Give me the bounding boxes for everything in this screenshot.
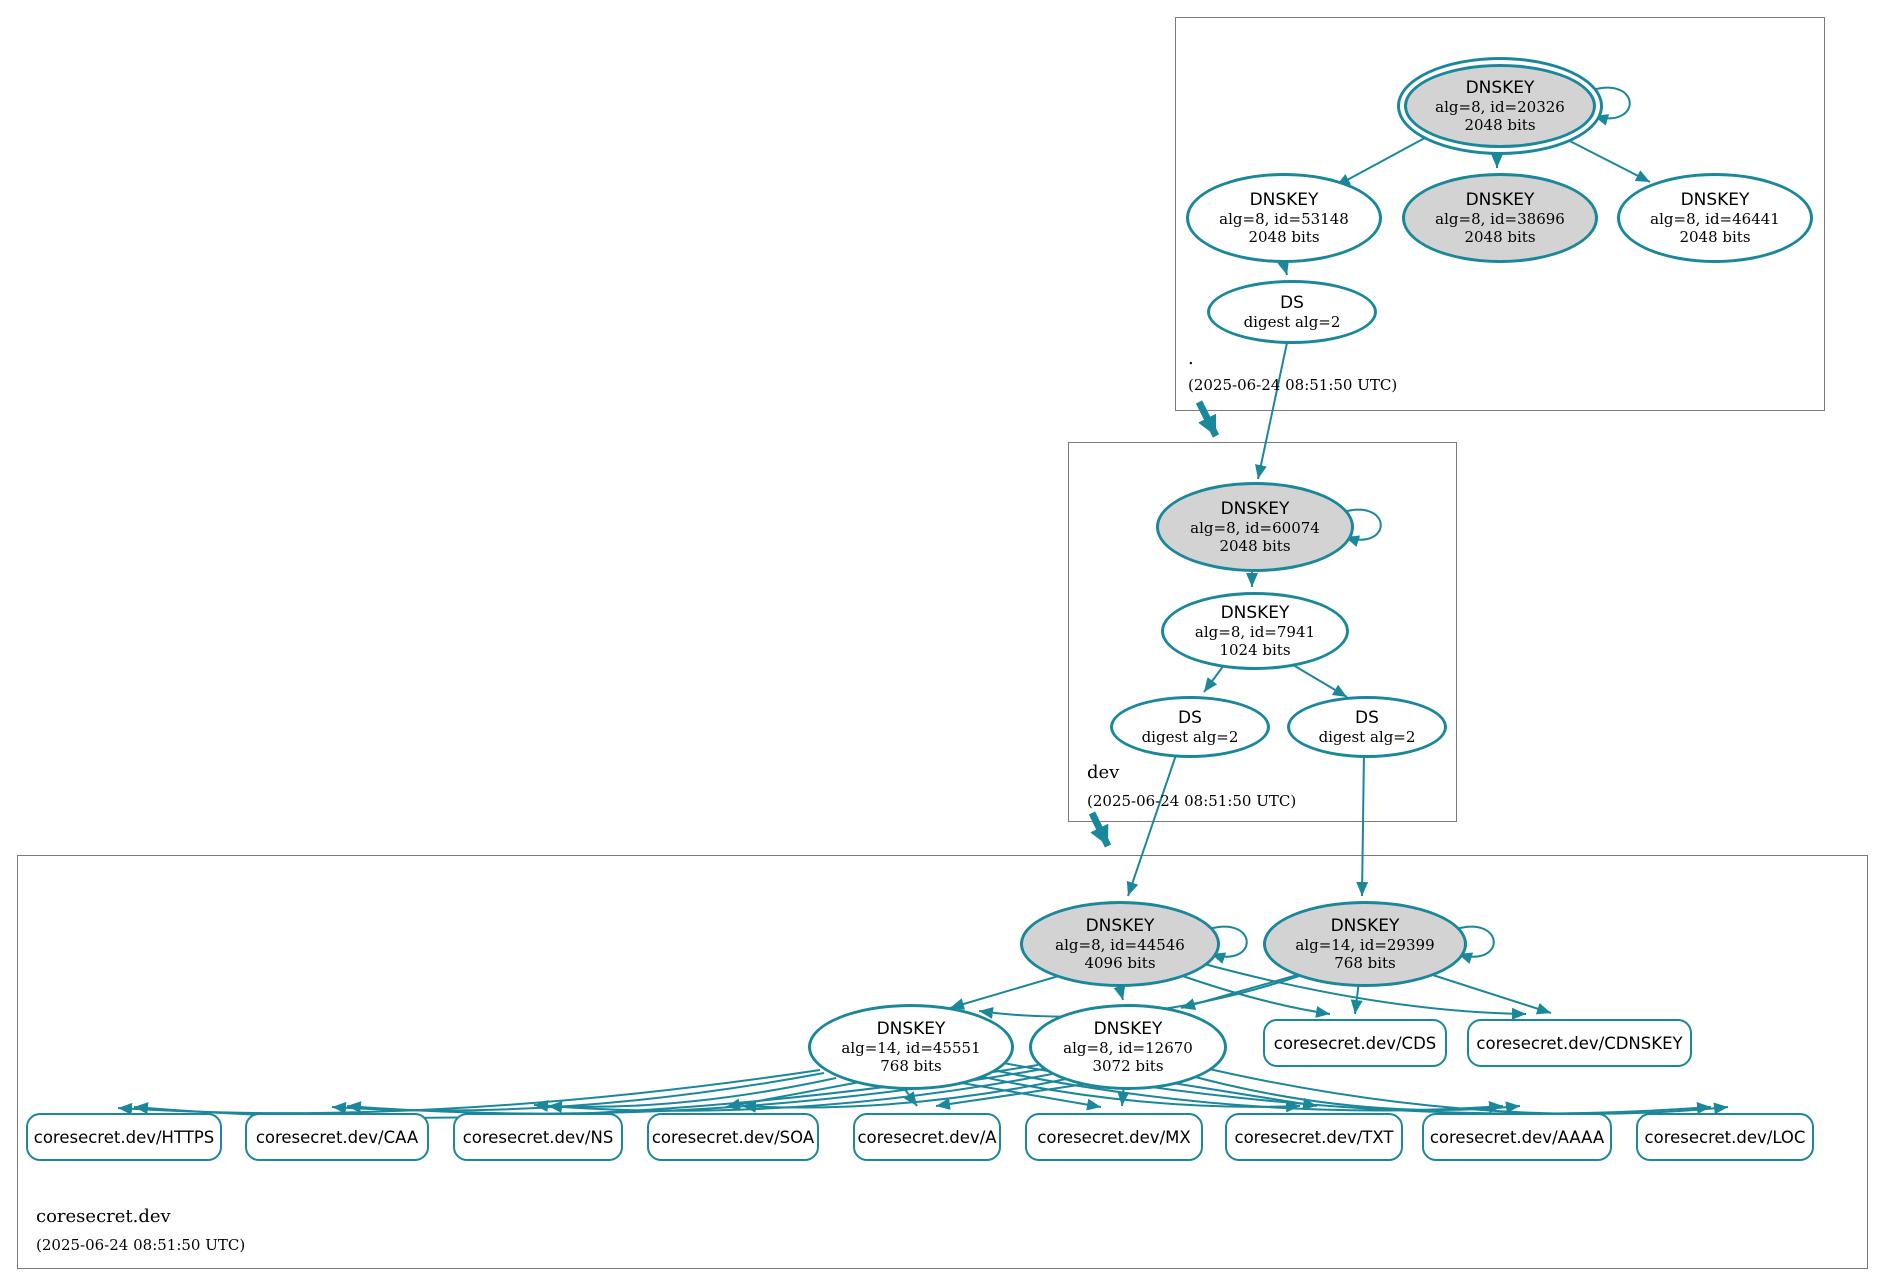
zone-box-root: [1175, 17, 1825, 411]
rrset-node-cds[interactable]: coresecret.dev/CDS: [1263, 1019, 1447, 1067]
dnskey-node-12670[interactable]: DNSKEY alg=8, id=12670 3072 bits: [1029, 1004, 1227, 1090]
rrset-node-https[interactable]: coresecret.dev/HTTPS: [26, 1113, 222, 1161]
node-detail: alg=8, id=46441: [1650, 210, 1780, 228]
rrset-label: coresecret.dev/TXT: [1234, 1127, 1394, 1147]
node-title: DNSKEY: [876, 1019, 946, 1039]
ds-node-root[interactable]: DS digest alg=2: [1207, 280, 1377, 344]
rrset-label: coresecret.dev/CAA: [255, 1127, 419, 1147]
node-title: DNSKEY: [1680, 190, 1750, 210]
node-detail: alg=14, id=45551: [841, 1039, 981, 1057]
zone-box-coresecret-dev: [17, 855, 1868, 1269]
dnskey-node-20326-inner: DNSKEY alg=8, id=20326 2048 bits: [1404, 64, 1596, 148]
node-detail: alg=8, id=53148: [1219, 210, 1349, 228]
node-title: DNSKEY: [1085, 916, 1155, 936]
dnskey-node-38696[interactable]: DNSKEY alg=8, id=38696 2048 bits: [1402, 173, 1598, 263]
node-bits: 3072 bits: [1092, 1057, 1164, 1075]
node-bits: 2048 bits: [1464, 116, 1536, 134]
node-detail: alg=8, id=60074: [1190, 519, 1320, 537]
rrset-node-mx[interactable]: coresecret.dev/MX: [1025, 1113, 1203, 1161]
node-bits: 2048 bits: [1248, 228, 1320, 246]
node-detail: alg=14, id=29399: [1295, 936, 1435, 954]
rrset-label: coresecret.dev/HTTPS: [33, 1127, 215, 1147]
node-bits: 2048 bits: [1219, 537, 1291, 555]
rrset-node-loc[interactable]: coresecret.dev/LOC: [1636, 1113, 1814, 1161]
node-detail: alg=8, id=7941: [1194, 623, 1316, 641]
dnskey-node-44546[interactable]: DNSKEY alg=8, id=44546 4096 bits: [1020, 901, 1220, 987]
zone-label-dev: dev: [1087, 762, 1120, 783]
node-bits: 768 bits: [880, 1057, 942, 1075]
dnskey-node-20326[interactable]: DNSKEY alg=8, id=20326 2048 bits: [1397, 57, 1603, 155]
node-title: DNSKEY: [1249, 190, 1319, 210]
rrset-label: coresecret.dev/CDNSKEY: [1476, 1033, 1683, 1053]
dnskey-node-46441[interactable]: DNSKEY alg=8, id=46441 2048 bits: [1617, 173, 1813, 263]
rrset-label: coresecret.dev/MX: [1037, 1127, 1191, 1147]
node-bits: 768 bits: [1334, 954, 1396, 972]
zone-timestamp-coresecret-dev: (2025-06-24 08:51:50 UTC): [36, 1236, 246, 1254]
node-title: DNSKEY: [1330, 916, 1400, 936]
rrset-node-a[interactable]: coresecret.dev/A: [853, 1113, 1001, 1161]
ds-node-dev-1[interactable]: DS digest alg=2: [1110, 696, 1270, 758]
node-bits: 2048 bits: [1679, 228, 1751, 246]
node-title: DNSKEY: [1093, 1019, 1163, 1039]
rrset-label: coresecret.dev/NS: [462, 1127, 614, 1147]
node-bits: 4096 bits: [1084, 954, 1156, 972]
rrset-label: coresecret.dev/SOA: [651, 1127, 815, 1147]
node-detail: digest alg=2: [1318, 728, 1416, 746]
dnskey-node-7941[interactable]: DNSKEY alg=8, id=7941 1024 bits: [1161, 592, 1349, 670]
node-title: DNSKEY: [1465, 190, 1535, 210]
rrset-node-caa[interactable]: coresecret.dev/CAA: [245, 1113, 429, 1161]
dnskey-node-29399[interactable]: DNSKEY alg=14, id=29399 768 bits: [1263, 901, 1467, 987]
rrset-label: coresecret.dev/A: [857, 1127, 997, 1147]
node-detail: alg=8, id=44546: [1055, 936, 1185, 954]
dnskey-node-45551[interactable]: DNSKEY alg=14, id=45551 768 bits: [808, 1004, 1014, 1090]
rrset-label: coresecret.dev/AAAA: [1429, 1127, 1605, 1147]
node-title: DNSKEY: [1220, 499, 1290, 519]
node-detail: alg=8, id=38696: [1435, 210, 1565, 228]
dnskey-node-60074[interactable]: DNSKEY alg=8, id=60074 2048 bits: [1156, 482, 1354, 572]
dnskey-node-53148[interactable]: DNSKEY alg=8, id=53148 2048 bits: [1186, 173, 1382, 263]
zone-label-coresecret-dev: coresecret.dev: [36, 1206, 171, 1227]
node-detail: digest alg=2: [1243, 313, 1341, 331]
node-bits: 2048 bits: [1464, 228, 1536, 246]
node-title: DS: [1355, 708, 1379, 728]
rrset-node-ns[interactable]: coresecret.dev/NS: [453, 1113, 623, 1161]
rrset-node-soa[interactable]: coresecret.dev/SOA: [647, 1113, 819, 1161]
node-detail: digest alg=2: [1141, 728, 1239, 746]
node-title: DS: [1178, 708, 1202, 728]
zone-label-root: .: [1188, 348, 1194, 369]
node-title: DNSKEY: [1465, 78, 1535, 98]
node-detail: alg=8, id=20326: [1435, 98, 1565, 116]
node-detail: alg=8, id=12670: [1063, 1039, 1193, 1057]
node-bits: 1024 bits: [1219, 641, 1291, 659]
ds-node-dev-2[interactable]: DS digest alg=2: [1287, 696, 1447, 758]
zone-timestamp-root: (2025-06-24 08:51:50 UTC): [1188, 376, 1398, 394]
rrset-label: coresecret.dev/LOC: [1644, 1127, 1806, 1147]
node-title: DS: [1280, 293, 1304, 313]
zone-timestamp-dev: (2025-06-24 08:51:50 UTC): [1087, 792, 1297, 810]
rrset-node-cdnskey[interactable]: coresecret.dev/CDNSKEY: [1467, 1019, 1692, 1067]
rrset-node-aaaa[interactable]: coresecret.dev/AAAA: [1422, 1113, 1612, 1161]
rrset-node-txt[interactable]: coresecret.dev/TXT: [1225, 1113, 1403, 1161]
rrset-label: coresecret.dev/CDS: [1273, 1033, 1437, 1053]
node-title: DNSKEY: [1220, 603, 1290, 623]
